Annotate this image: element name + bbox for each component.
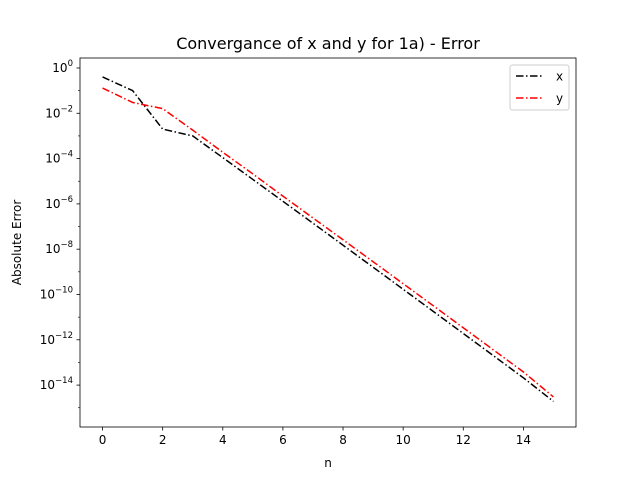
y-tick-label: 10−14 <box>40 376 73 392</box>
legend-label-x: x <box>556 70 563 84</box>
chart-title: Convergance of x and y for 1a) - Error <box>176 34 480 53</box>
y-tick-label: 10−8 <box>45 240 73 256</box>
y-tick-label: 100 <box>52 59 73 75</box>
x-tick-label: 0 <box>99 433 107 447</box>
x-tick-label: 14 <box>516 433 531 447</box>
series-line-x <box>102 76 554 403</box>
x-tick-label: 4 <box>219 433 227 447</box>
x-tick-label: 2 <box>159 433 167 447</box>
x-tick-label: 12 <box>456 433 471 447</box>
plot-frame <box>79 57 577 428</box>
x-tick-label: 10 <box>396 433 411 447</box>
plot-area <box>80 58 576 427</box>
y-tick-label: 10−6 <box>45 195 73 211</box>
y-tick-label: 10−10 <box>40 285 73 301</box>
series-lines <box>102 76 554 403</box>
y-tick-label: 10−4 <box>45 150 73 166</box>
y-axis: 100 10−2 10−4 10−6 10−8 10−10 10−12 10−14 <box>40 59 80 409</box>
x-axis-label: n <box>324 456 332 470</box>
y-tick-label: 10−12 <box>40 331 73 347</box>
x-tick-label: 8 <box>339 433 347 447</box>
legend-box <box>509 64 570 111</box>
series-line-y <box>102 87 554 398</box>
x-tick-label: 6 <box>279 433 287 447</box>
x-axis: 0 2 4 6 8 10 12 14 <box>99 427 531 447</box>
y-tick-label: 10−2 <box>45 104 73 120</box>
legend: x y <box>509 64 570 111</box>
legend-label-y: y <box>556 92 563 106</box>
y-axis-label: Absolute Error <box>10 200 24 286</box>
